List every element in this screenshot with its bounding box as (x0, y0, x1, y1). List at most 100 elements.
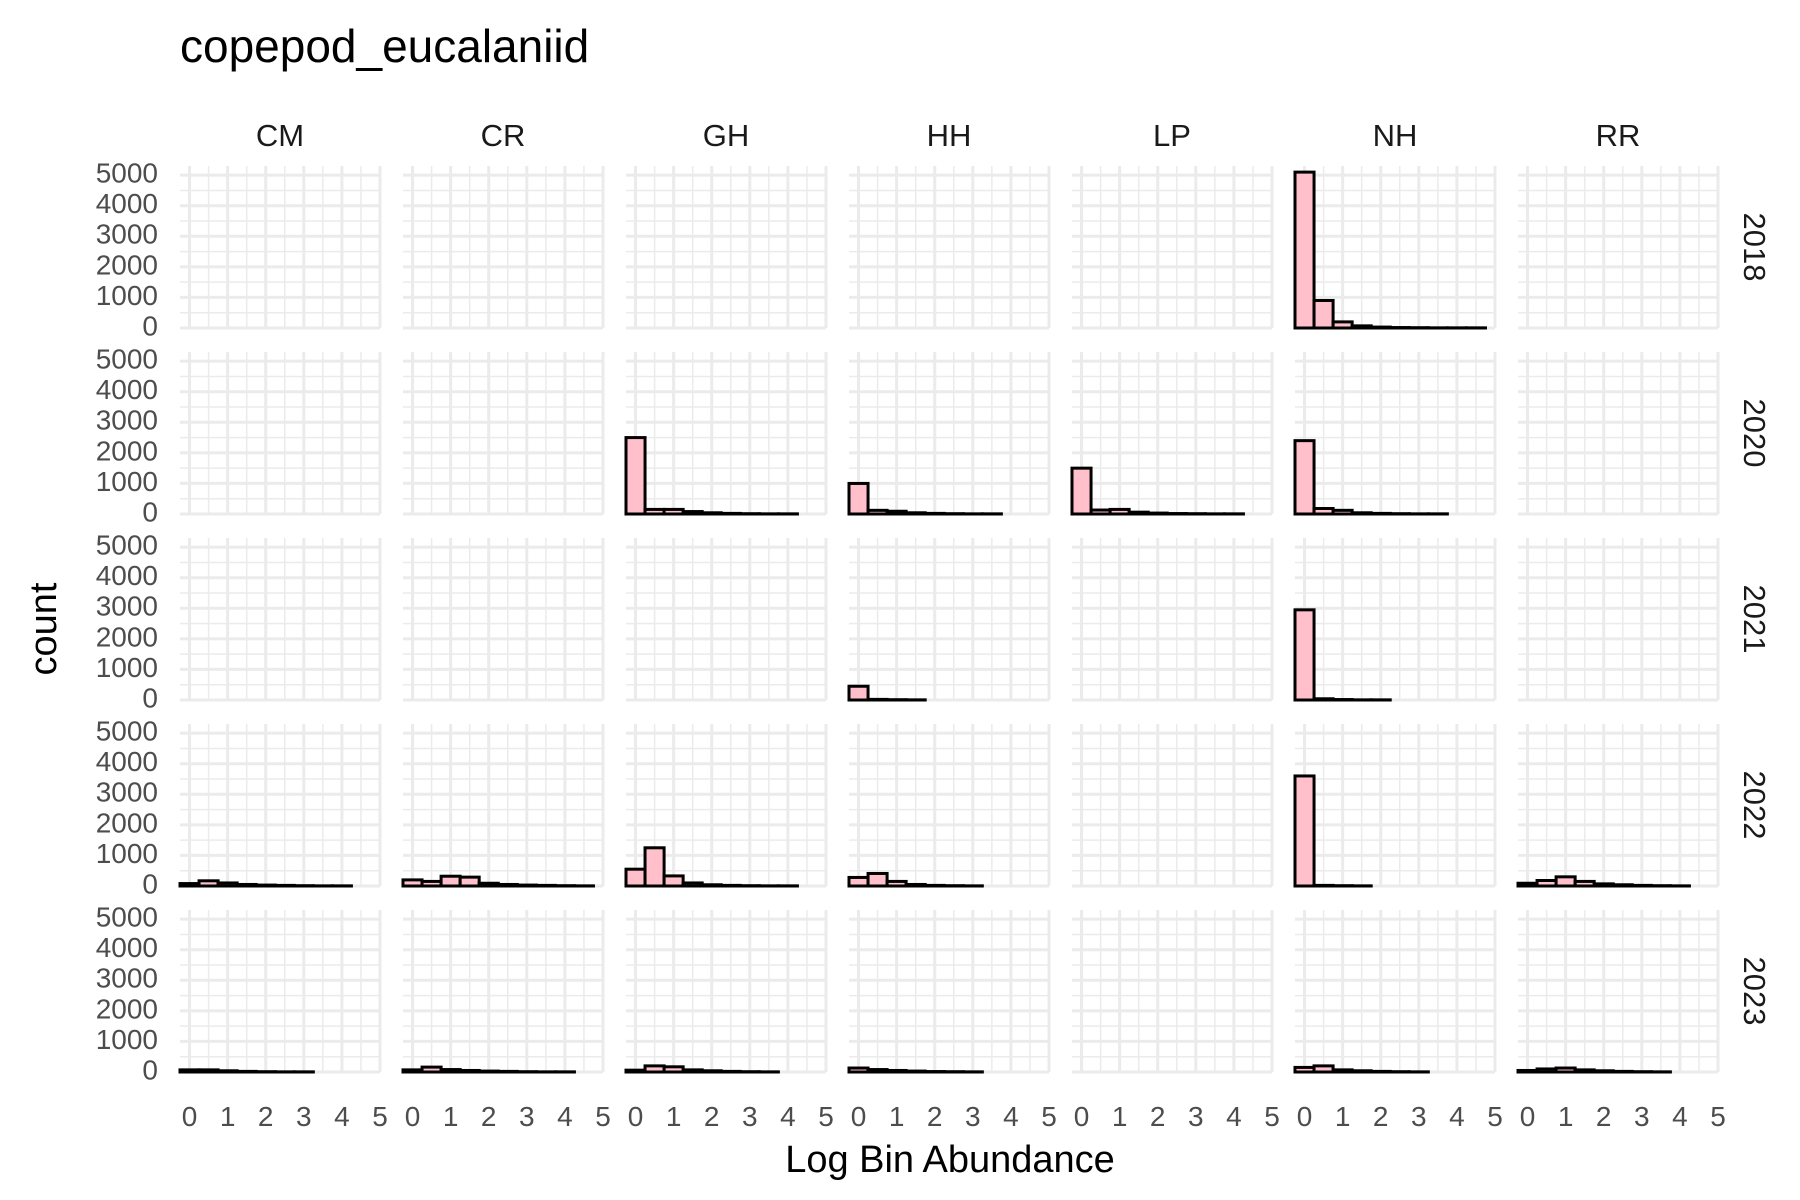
bars-HH-2020 (847, 481, 1003, 516)
panel-RR-2020 (1518, 352, 1720, 516)
histogram-bar (1369, 511, 1392, 516)
bars-NH-2018 (1293, 170, 1487, 330)
strip-label-year: 2022 (1737, 771, 1772, 840)
histogram-bar (1535, 878, 1558, 888)
bars-NH-2023 (1293, 1064, 1430, 1074)
y-tick-label: 5000 (96, 344, 158, 375)
y-tick-label: 1000 (96, 280, 158, 311)
panel-CR-2020 (403, 352, 605, 516)
y-tick-label: 4000 (96, 560, 158, 591)
bars-GH-2020 (624, 436, 799, 516)
x-tick-label: 4 (1449, 1101, 1465, 1132)
histogram-bar (904, 511, 927, 516)
strip-label-site: RR (1596, 118, 1641, 153)
x-tick-label: 5 (372, 1101, 388, 1132)
bars-CR-2023 (401, 1065, 576, 1074)
x-tick-label: 2 (481, 1101, 497, 1132)
bars-GH-2023 (624, 1064, 780, 1074)
histogram-bar (216, 1069, 239, 1074)
bars-NH-2022 (1293, 774, 1373, 888)
histogram-bar (178, 882, 201, 888)
chart-title: copepod_eucalaniid (180, 20, 589, 72)
histogram-bar (1312, 506, 1335, 516)
bars-CR-2022 (401, 874, 595, 888)
x-tick-label: 1 (1112, 1101, 1128, 1132)
y-tick-label: 1000 (96, 838, 158, 869)
histogram-bar (1554, 875, 1577, 888)
y-tick-label: 3000 (96, 963, 158, 994)
panel-RR-2022 (1518, 724, 1720, 888)
y-tick-label: 5000 (96, 902, 158, 933)
x-tick-label: 0 (628, 1101, 644, 1132)
histogram-bar (847, 1066, 870, 1074)
panel-HH-2021 (849, 538, 1051, 702)
panel-LP-2021 (1072, 538, 1274, 702)
panel-CM-2022 (180, 724, 382, 888)
y-tick-label: 3000 (96, 219, 158, 250)
histogram-bar (401, 1068, 424, 1074)
x-tick-label: 0 (1297, 1101, 1313, 1132)
bars-RR-2022 (1516, 875, 1691, 888)
histogram-bar (1070, 466, 1093, 516)
panel-HH-2020 (849, 352, 1051, 516)
bars-HH-2021 (847, 684, 927, 702)
bars-CM-2023 (178, 1068, 315, 1074)
x-tick-label: 4 (1672, 1101, 1688, 1132)
histogram-bar (847, 684, 870, 702)
histogram-bar (1293, 170, 1316, 330)
x-tick-label: 1 (666, 1101, 682, 1132)
x-tick-label: 0 (1520, 1101, 1536, 1132)
histogram-bar (904, 882, 927, 888)
x-tick-label: 0 (405, 1101, 421, 1132)
panel-GH-2023 (626, 910, 828, 1074)
histogram-bar (496, 1069, 519, 1074)
histogram-bar (1331, 320, 1354, 330)
histogram-bar (624, 1068, 647, 1074)
histogram-bar (1611, 883, 1634, 888)
x-tick-label: 2 (1150, 1101, 1166, 1132)
histogram-bar (1554, 1066, 1577, 1074)
histogram-bar (1573, 879, 1596, 888)
panel-CR-2018 (403, 166, 605, 330)
histogram-bar (197, 1068, 220, 1074)
histogram-bar (847, 481, 870, 516)
x-tick-label: 2 (1596, 1101, 1612, 1132)
strip-label-year: 2020 (1737, 399, 1772, 468)
histogram-bar (1089, 508, 1112, 516)
y-tick-label: 2000 (96, 807, 158, 838)
x-tick-label: 5 (1041, 1101, 1057, 1132)
histogram-bar (1350, 1069, 1373, 1074)
x-tick-label: 5 (595, 1101, 611, 1132)
x-tick-label: 4 (1226, 1101, 1242, 1132)
x-tick-label: 5 (1264, 1101, 1280, 1132)
histogram-bar (1293, 608, 1316, 702)
panel-CM-2023 (180, 910, 382, 1074)
panel-HH-2018 (849, 166, 1051, 330)
histogram-bar (866, 508, 889, 516)
panel-NH-2020 (1295, 352, 1497, 516)
panel-CM-2021 (180, 538, 382, 702)
histogram-bar (1611, 1069, 1634, 1074)
histogram-bar (643, 1064, 666, 1074)
x-tick-label: 4 (557, 1101, 573, 1132)
panel-CR-2023 (403, 910, 605, 1074)
y-tick-label: 0 (142, 310, 158, 341)
y-tick-label: 4000 (96, 188, 158, 219)
x-tick-label: 1 (889, 1101, 905, 1132)
histogram-bar (624, 436, 647, 516)
histogram-bar (1592, 1069, 1615, 1074)
panel-GH-2020 (626, 352, 828, 516)
histogram-bar (719, 1069, 742, 1074)
y-tick-label: 4000 (96, 932, 158, 963)
panel-NH-2021 (1295, 538, 1497, 702)
x-tick-label: 1 (1558, 1101, 1574, 1132)
x-tick-label: 4 (780, 1101, 796, 1132)
histogram-bar (235, 882, 258, 888)
y-tick-label: 0 (142, 682, 158, 713)
histogram-bar (847, 875, 870, 888)
x-tick-label: 1 (1335, 1101, 1351, 1132)
y-tick-label: 2000 (96, 621, 158, 652)
panel-LP-2020 (1072, 352, 1274, 516)
